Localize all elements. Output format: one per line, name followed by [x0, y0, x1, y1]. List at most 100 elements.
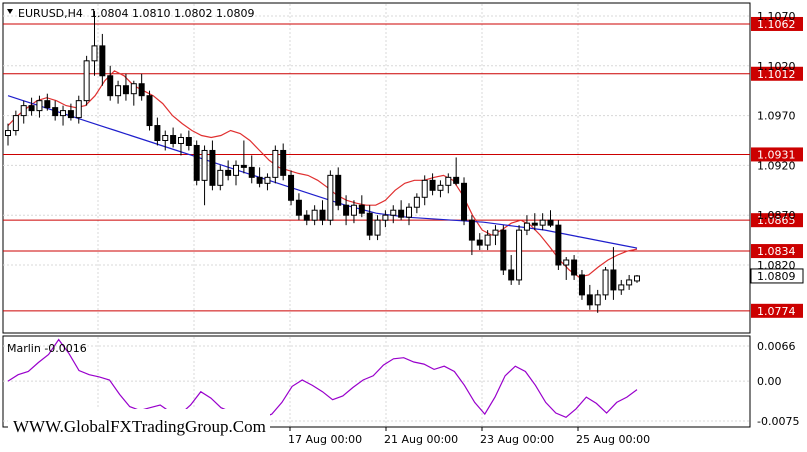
candle[interactable] — [264, 173, 271, 191]
candle-body-bear — [248, 166, 255, 178]
candle[interactable] — [594, 289, 601, 313]
candle[interactable] — [398, 200, 405, 221]
candle[interactable] — [343, 195, 350, 226]
collapse-triangle-icon[interactable] — [7, 9, 13, 14]
candle[interactable] — [303, 210, 310, 226]
candle-body-bear — [335, 174, 342, 206]
candle[interactable] — [539, 213, 546, 231]
candle-body-bull — [626, 279, 633, 286]
candle[interactable] — [437, 180, 444, 198]
candle[interactable] — [201, 145, 208, 206]
candle[interactable] — [99, 33, 106, 86]
price-axis: 1.10701.10201.09701.09201.08701.08201.08… — [750, 10, 804, 284]
candle[interactable] — [60, 105, 67, 126]
candle[interactable] — [193, 140, 200, 186]
candle[interactable] — [67, 103, 74, 121]
candle[interactable] — [327, 170, 334, 226]
candle[interactable] — [516, 225, 523, 285]
candle[interactable] — [36, 95, 43, 118]
candle[interactable] — [586, 284, 593, 310]
candle[interactable] — [500, 225, 507, 275]
candle-body-bear — [67, 110, 74, 119]
candle[interactable] — [28, 97, 35, 116]
candle[interactable] — [170, 127, 177, 148]
candle[interactable] — [374, 215, 381, 241]
candle[interactable] — [602, 266, 609, 300]
candle[interactable] — [461, 177, 468, 226]
candle[interactable] — [5, 123, 11, 146]
candle-body-bear — [303, 214, 310, 221]
candle[interactable] — [531, 213, 538, 231]
candle[interactable] — [256, 167, 263, 188]
candle[interactable] — [288, 170, 295, 206]
candle[interactable] — [484, 230, 491, 251]
candle[interactable] — [390, 205, 397, 224]
candle[interactable] — [335, 167, 342, 211]
candle[interactable] — [319, 200, 326, 226]
candle[interactable] — [248, 155, 255, 184]
candle[interactable] — [492, 225, 499, 246]
candle[interactable] — [185, 130, 192, 151]
candle[interactable] — [154, 117, 161, 146]
candle[interactable] — [52, 100, 59, 121]
candle[interactable] — [272, 145, 279, 184]
candle[interactable] — [209, 140, 216, 191]
candle[interactable] — [83, 55, 90, 106]
candle[interactable] — [122, 73, 129, 101]
candle[interactable] — [115, 80, 122, 104]
candle-body-bull — [130, 83, 137, 95]
watermark-box — [8, 409, 270, 437]
candle[interactable] — [555, 220, 562, 270]
candle[interactable] — [295, 193, 302, 221]
candle-body-bear — [508, 269, 515, 281]
candle[interactable] — [468, 215, 475, 256]
candle[interactable] — [571, 255, 578, 280]
candle[interactable] — [618, 279, 625, 295]
candle[interactable] — [12, 110, 19, 136]
candle[interactable] — [311, 205, 318, 226]
candle[interactable] — [547, 210, 554, 228]
candle[interactable] — [162, 130, 169, 151]
ma-fast-line — [7, 70, 638, 278]
candle[interactable] — [626, 274, 633, 290]
candle-body-bear — [555, 224, 562, 266]
indicator-title: Marlin -0.0016 — [7, 342, 87, 355]
candle[interactable] — [508, 255, 515, 285]
candle[interactable] — [405, 203, 412, 226]
candle[interactable] — [91, 11, 98, 76]
candle[interactable] — [358, 195, 365, 218]
candle[interactable] — [138, 73, 145, 101]
candle[interactable] — [350, 200, 357, 224]
candle[interactable] — [563, 257, 570, 280]
candle[interactable] — [610, 247, 617, 300]
candle[interactable] — [130, 80, 137, 106]
candle[interactable] — [146, 90, 153, 131]
candle[interactable] — [44, 93, 51, 111]
candle-body-bear — [170, 135, 177, 144]
main-chart-panel[interactable] — [2, 2, 751, 334]
candle[interactable] — [280, 143, 287, 181]
candle[interactable] — [453, 157, 460, 186]
candle[interactable] — [445, 173, 452, 194]
candle[interactable] — [634, 274, 640, 283]
candle[interactable] — [240, 140, 247, 174]
candle[interactable] — [217, 165, 224, 191]
level-price-tag — [751, 303, 803, 318]
candle[interactable] — [382, 210, 389, 228]
candle[interactable] — [75, 95, 82, 124]
candle[interactable] — [366, 205, 373, 241]
candle[interactable] — [421, 175, 428, 206]
price-tick-label: 1.0920 — [757, 159, 796, 172]
candle[interactable] — [20, 100, 27, 124]
candle-body-bear — [586, 294, 593, 306]
candle[interactable] — [107, 65, 114, 101]
candle[interactable] — [578, 269, 585, 300]
candle[interactable] — [523, 215, 530, 236]
candle[interactable] — [476, 233, 483, 251]
candle[interactable] — [413, 193, 420, 214]
time-tick-label: 25 Aug 00:00 — [576, 433, 650, 446]
candle[interactable] — [177, 133, 184, 156]
candle[interactable] — [429, 173, 436, 196]
candle[interactable] — [225, 160, 232, 181]
candle[interactable] — [233, 160, 240, 186]
